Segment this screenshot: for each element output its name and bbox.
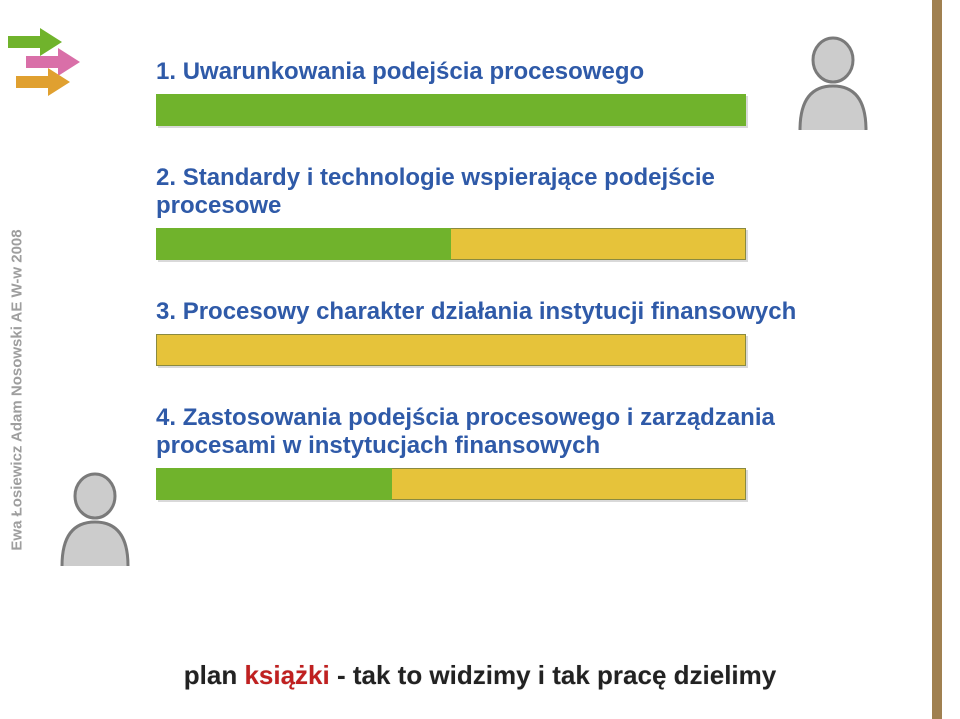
right-accent-bar bbox=[932, 0, 942, 719]
author-strip: Ewa Łosiewicz Adam Nosowski AE W-w 2008 bbox=[2, 130, 32, 650]
author-year: 2008 bbox=[9, 229, 26, 262]
section-2-title: 2. Standardy i technologie wspierające p… bbox=[156, 164, 836, 220]
section-2: 2. Standardy i technologie wspierające p… bbox=[156, 164, 836, 260]
section-4-title: 4. Zastosowania podejścia procesowego i … bbox=[156, 404, 836, 460]
person-icon-left bbox=[56, 472, 134, 573]
footer-line: plan książki - tak to widzimy i tak prac… bbox=[0, 660, 960, 691]
section-2-bar bbox=[156, 228, 746, 260]
section-4-fill bbox=[156, 468, 392, 500]
section-4: 4. Zastosowania podejścia procesowego i … bbox=[156, 404, 836, 500]
section-1-bar bbox=[156, 94, 746, 126]
section-1: 1. Uwarunkowania podejścia procesowego bbox=[156, 58, 836, 126]
arrow-green-icon bbox=[8, 28, 62, 56]
arrow-cluster bbox=[8, 28, 98, 113]
section-2-fill bbox=[156, 228, 451, 260]
section-3-title: 3. Procesowy charakter działania instytu… bbox=[156, 298, 836, 326]
footer-rest: - tak to widzimy i tak pracę dzielimy bbox=[330, 660, 776, 690]
main-content: 1. Uwarunkowania podejścia procesowego 2… bbox=[156, 58, 836, 500]
section-1-fill bbox=[156, 94, 746, 126]
section-3-bar bbox=[156, 334, 746, 366]
section-1-title: 1. Uwarunkowania podejścia procesowego bbox=[156, 58, 836, 86]
author-name: Ewa Łosiewicz Adam Nosowski AE W-w bbox=[9, 267, 26, 551]
footer-accent: książki bbox=[244, 660, 329, 690]
section-3: 3. Procesowy charakter działania instytu… bbox=[156, 298, 836, 366]
section-4-bar bbox=[156, 468, 746, 500]
footer-prefix: plan bbox=[184, 660, 245, 690]
